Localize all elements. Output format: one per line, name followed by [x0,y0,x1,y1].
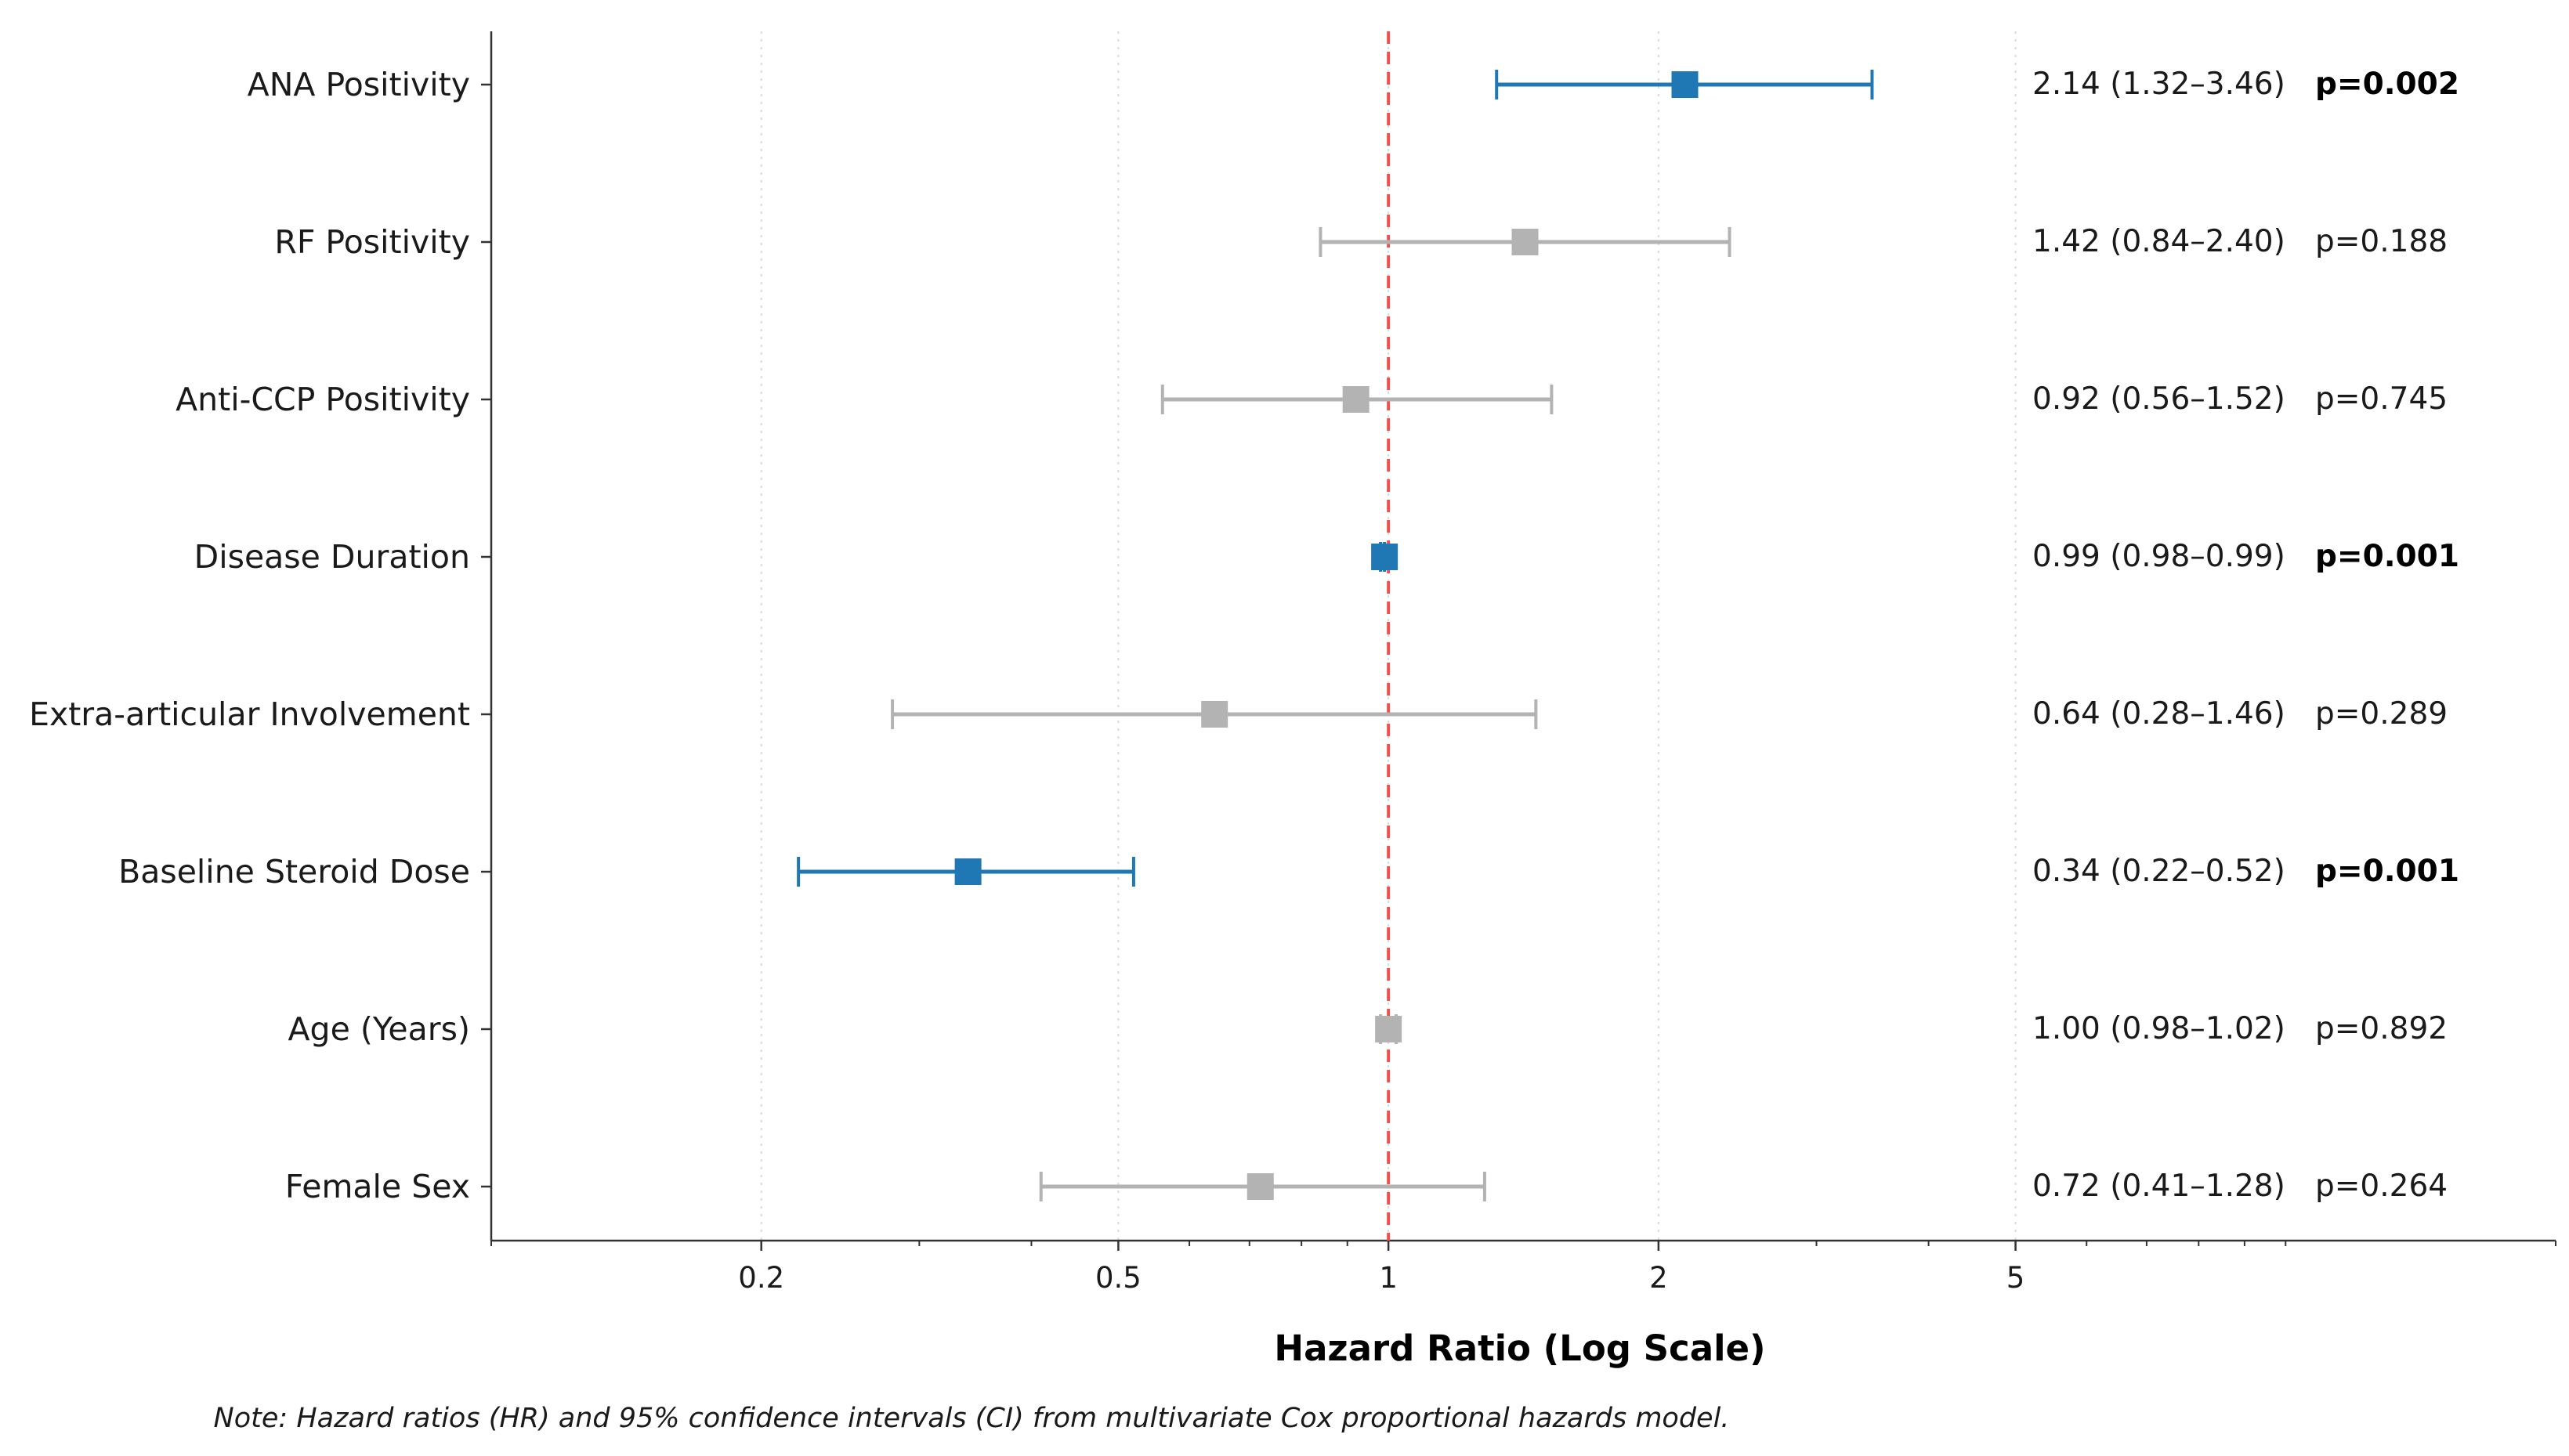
row-label: Female Sex [285,1168,470,1205]
row-label: Anti-CCP Positivity [175,381,470,418]
hr-point [1247,1173,1274,1200]
row-label: RF Positivity [274,223,470,261]
p-value-text: p=0.001 [2315,854,2459,889]
p-value-text: p=0.002 [2315,67,2459,102]
p-value-text: p=0.289 [2315,696,2448,732]
row-label: ANA Positivity [248,66,470,103]
x-axis-title: Hazard Ratio (Log Scale) [1274,1328,1765,1369]
row-label: Disease Duration [194,538,470,576]
x-ticks: 0.2 0.5 1 2 5 [490,1241,2556,1295]
row-label: Age (Years) [288,1010,471,1048]
row-labels: ANA Positivity RF Positivity Anti-CCP Posi… [29,66,470,1205]
row-label: Extra-articular Involvement [29,695,470,733]
x-tick-label: 5 [2006,1261,2025,1295]
stats-column: 2.14 (1.32–3.46) p=0.002 1.42 (0.84–2.40) p… [2032,67,2459,1204]
p-value-text: p=0.264 [2315,1169,2448,1204]
hr-ci-text: 0.72 (0.41–1.28) [2032,1169,2285,1204]
axes [481,31,2556,1242]
hr-ci-text: 0.64 (0.28–1.46) [2032,696,2285,732]
chart-note: Note: Hazard ratios (HR) and 95% confide… [214,1403,1730,1434]
hr-point [1371,544,1398,570]
p-value-text: p=0.188 [2315,224,2448,259]
x-tick-label: 1 [1379,1261,1398,1295]
x-tick-label: 2 [1649,1261,1668,1295]
hr-ci-text: 2.14 (1.32–3.46) [2032,67,2285,102]
hr-point [1201,701,1228,728]
hr-point [1375,1016,1402,1042]
grid-lines [760,31,2017,1241]
p-value-text: p=0.745 [2315,381,2448,417]
x-tick-label: 0.2 [738,1261,784,1295]
hr-ci-text: 1.00 (0.98–1.02) [2032,1011,2285,1046]
hr-ci-text: 0.34 (0.22–0.52) [2032,854,2285,889]
x-tick-label: 0.5 [1095,1261,1142,1295]
hr-point [1671,71,1699,98]
hr-point [954,858,982,885]
hr-ci-text: 0.99 (0.98–0.99) [2032,539,2285,574]
data-marks [797,70,1874,1201]
p-value-text: p=0.892 [2315,1011,2448,1046]
hr-point [1342,386,1370,413]
row-label: Baseline Steroid Dose [118,853,470,891]
p-value-text: p=0.001 [2315,539,2459,574]
hr-ci-text: 0.92 (0.56–1.52) [2032,381,2285,417]
hr-ci-text: 1.42 (0.84–2.40) [2032,224,2285,259]
hr-point [1511,229,1539,255]
